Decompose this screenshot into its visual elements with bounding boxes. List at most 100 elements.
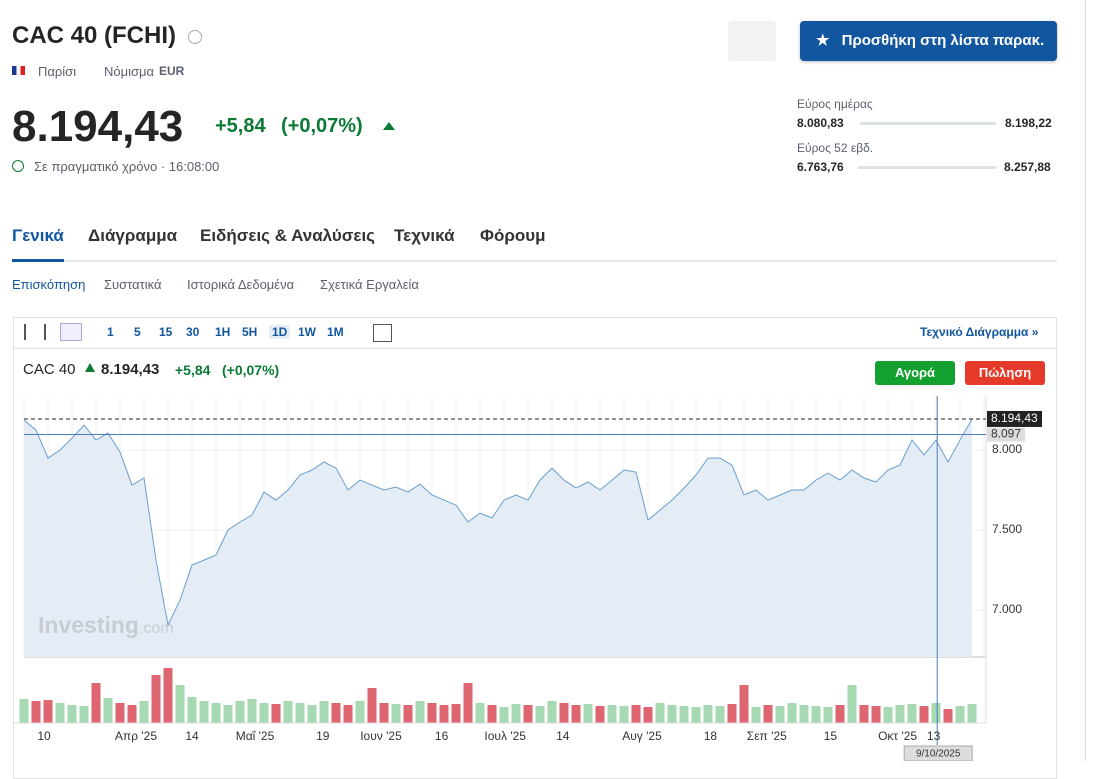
subtab[interactable]: Ιστορικά Δεδομένα [187,277,295,292]
volume-bar [403,705,413,723]
subtab[interactable]: Σχετικά Εργαλεία [320,277,419,292]
y-tick-label: 7.000 [992,602,1022,616]
volume-bar [151,675,161,723]
last-price-label: 8.194,43 [991,411,1038,425]
watchlist-button[interactable]: ★ Προσθήκη στη λίστα παρακ. [800,21,1057,61]
x-tick-label: 15 [824,729,838,743]
title: CAC 40 (FCHI) [12,22,177,49]
volume-bar [307,705,317,723]
volume-bar [223,705,233,723]
volume-bar [331,703,341,723]
reference-label: 8.097 [991,427,1021,441]
volume-bar [823,707,833,723]
volume-bar [19,699,29,723]
volume-bar [211,703,221,723]
volume-bar [667,705,677,723]
y-tick-label: 7.500 [992,522,1022,536]
area-fill [24,419,972,657]
subtab[interactable]: Επισκόπηση [12,277,86,292]
flag [12,66,25,75]
tab[interactable]: Ειδήσεις & Αναλύσεις [200,226,376,245]
layout-icon[interactable] [373,324,392,342]
interval[interactable]: 15 [159,325,173,339]
interval[interactable]: 30 [186,325,200,339]
volume-bar [79,706,89,723]
volume-bar [451,704,461,723]
chart-name: CAC 40 [23,361,76,378]
interval[interactable]: 1M [327,325,344,339]
interval[interactable]: 1H [215,325,231,339]
volume-bar [427,703,437,723]
x-tick-label: Ιουλ '25 [484,729,526,743]
x-tick-label: 10 [37,729,51,743]
tab[interactable]: Φόρουμ [480,226,546,245]
tab[interactable]: Διάγραμμα [88,226,178,245]
x-tick-label: 14 [556,729,570,743]
range-high: 8.198,22 [1005,116,1052,130]
chart-arrow [85,363,95,372]
volume-bar [163,668,173,723]
watchlist-text: Προσθήκη στη λίστα παρακ. [841,32,1045,49]
subtab[interactable]: Συστατικά [104,277,162,292]
range-label: Εύρος ημέρας [797,97,873,111]
change: +5,84 [215,115,266,137]
volume-bar [655,703,665,723]
buy-button[interactable]: Αγορά [875,361,955,385]
volume-bar [523,705,533,723]
volume-bar [619,706,629,723]
range-high: 8.257,88 [1004,160,1051,174]
tab[interactable]: Τεχνικά [394,226,455,245]
interval[interactable]: 1 [107,325,114,339]
watermark-suffix: .com [138,620,174,637]
volume-bar [739,685,749,723]
volume-bar [319,701,329,723]
range-low: 8.080,83 [797,116,844,130]
volume-bar [787,703,797,723]
range-label: Εύρος 52 εβδ. [797,141,874,155]
interval[interactable]: 1W [298,325,316,339]
volume-bar [487,705,497,723]
volume-bar [139,701,149,723]
realtime: Σε πραγματικό χρόνο · 16:08:00 [34,159,220,174]
tab-active [12,259,64,262]
volume-bar [883,707,893,723]
volume-bar [547,701,557,723]
interval[interactable]: 1D [269,325,291,339]
volume-bar [859,705,869,723]
volume-bar [895,705,905,723]
volume-bar [439,705,449,723]
volume-bar [283,701,293,723]
x-tick-label: 18 [704,729,718,743]
range-track [858,166,996,169]
tech-link[interactable]: Τεχνικό Διάγραμμα » [920,325,1039,339]
sell-button[interactable]: Πώληση [965,361,1045,385]
x-tick-label: Απρ '25 [115,729,157,743]
tab[interactable]: Γενικά [12,226,64,245]
change-pct: (+0,07%) [281,115,363,137]
volume-bar [247,699,257,723]
area-icon[interactable] [60,323,82,341]
last-price-tag [987,410,1042,427]
volume-bar [475,703,485,723]
interval[interactable]: 5H [242,325,258,339]
info-icon[interactable] [188,30,202,44]
volume-bar [463,683,473,723]
alert-button[interactable] [728,21,776,61]
volume-bar [343,705,353,723]
chart-change: +5,84 [175,362,211,378]
interval[interactable]: 5 [134,325,141,339]
page: CAC 40 (FCHI) Παρίσι Νόμισμα EUR 8.194,4… [12,0,1086,779]
price-line [23,418,973,627]
volume-bar [175,685,185,723]
exchange[interactable]: Παρίσι [38,64,77,79]
x-tick-label: 13 [927,729,941,743]
volume-bar [595,706,605,723]
x-tick-label: Σεπ '25 [747,729,787,743]
x-tick-label: Ιουν '25 [360,729,402,743]
volume-bar [775,706,785,723]
volume-bar [583,704,593,723]
page-edge [1085,0,1086,761]
volume-bar [559,703,569,723]
volume-bar [391,704,401,723]
candle-icon[interactable] [24,324,46,340]
